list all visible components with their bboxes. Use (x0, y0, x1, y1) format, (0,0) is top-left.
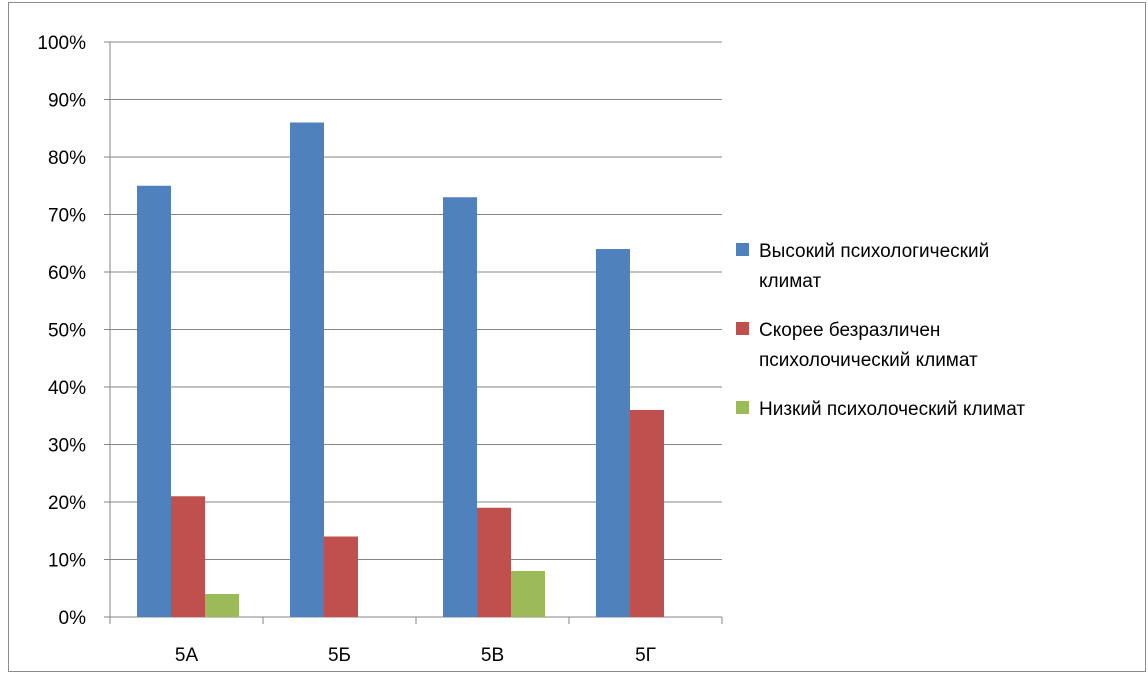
legend-label: Скорее безразличен (759, 320, 940, 341)
y-tick-label: 10% (48, 551, 86, 572)
x-tick-label: 5В (481, 645, 504, 666)
bar (630, 410, 664, 617)
legend-label: климат (759, 271, 821, 292)
legend-label: Низкий психолоческий климат (759, 399, 1025, 420)
bar (511, 571, 545, 617)
legend-label: Высокий психологический (759, 241, 989, 262)
bar (443, 197, 477, 617)
legend-swatch (736, 401, 749, 414)
legend-label: психолочический климат (759, 350, 978, 371)
legend-swatch (736, 243, 749, 256)
bar (596, 249, 630, 617)
bar (171, 496, 205, 617)
y-tick-label: 100% (37, 33, 86, 54)
x-tick-label: 5Г (635, 645, 656, 666)
y-tick-label: 20% (48, 493, 86, 514)
y-tick-label: 80% (48, 148, 86, 169)
y-tick-label: 60% (48, 263, 86, 284)
bar (324, 536, 358, 617)
y-tick-label: 50% (48, 321, 86, 342)
bar (137, 185, 171, 617)
x-tick-label: 5А (175, 645, 199, 666)
bar (477, 507, 511, 617)
x-tick-label: 5Б (328, 645, 351, 666)
bar (205, 594, 239, 617)
y-tick-label: 40% (48, 378, 86, 399)
bar (290, 122, 324, 617)
y-tick-label: 90% (48, 91, 86, 112)
legend-swatch (736, 322, 749, 335)
y-tick-label: 70% (48, 206, 86, 227)
y-tick-label: 0% (59, 608, 87, 629)
y-tick-label: 30% (48, 436, 86, 457)
